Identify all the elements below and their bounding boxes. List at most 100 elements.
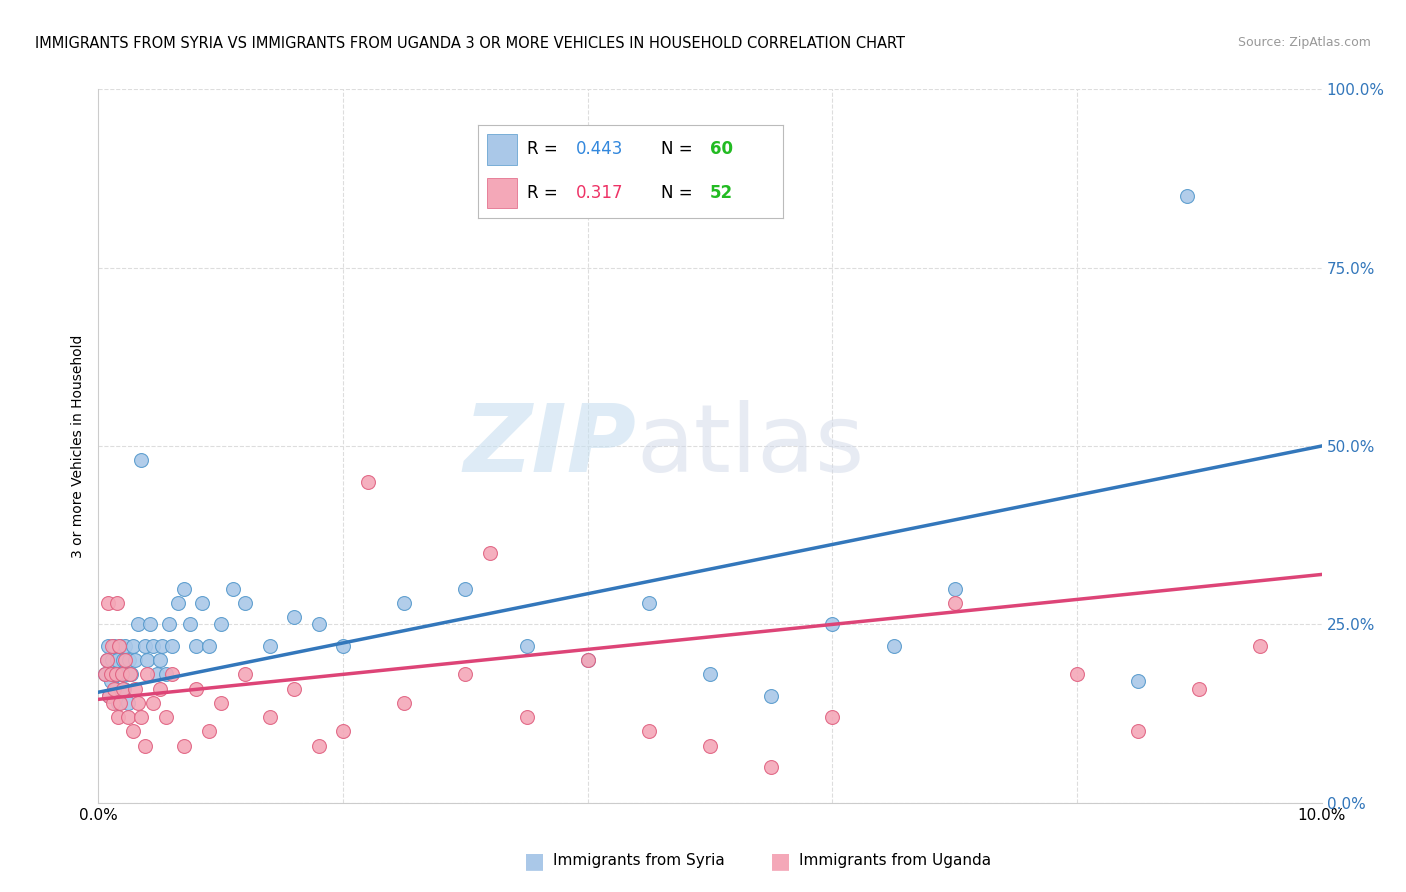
Point	[186, 639, 208, 653]
Point	[1128, 674, 1150, 689]
Point	[233, 596, 256, 610]
Point	[105, 596, 128, 610]
Point	[129, 710, 152, 724]
Point	[136, 667, 159, 681]
Point	[112, 681, 135, 696]
Point	[117, 710, 139, 724]
Point	[97, 639, 120, 653]
Point	[233, 667, 256, 681]
Point	[576, 653, 599, 667]
Point	[160, 667, 183, 681]
Point	[96, 653, 118, 667]
Point	[308, 617, 330, 632]
Point	[821, 710, 844, 724]
Point	[97, 596, 120, 610]
Point	[761, 760, 783, 774]
Text: 0.317: 0.317	[575, 184, 623, 202]
Point	[283, 610, 305, 624]
Point	[111, 667, 134, 681]
Point	[638, 724, 661, 739]
Point	[101, 653, 124, 667]
Point	[111, 653, 134, 667]
Point	[259, 639, 281, 653]
Point	[104, 667, 127, 681]
Text: ■: ■	[770, 851, 790, 871]
Point	[1128, 724, 1150, 739]
Point	[454, 582, 477, 596]
Point	[222, 582, 245, 596]
Text: R =: R =	[527, 140, 562, 158]
Point	[139, 617, 162, 632]
Text: IMMIGRANTS FROM SYRIA VS IMMIGRANTS FROM UGANDA 3 OR MORE VEHICLES IN HOUSEHOLD : IMMIGRANTS FROM SYRIA VS IMMIGRANTS FROM…	[35, 36, 905, 51]
Point	[160, 639, 183, 653]
Point	[107, 696, 129, 710]
Point	[356, 475, 378, 489]
Point	[943, 596, 966, 610]
Point	[120, 667, 142, 681]
Point	[167, 596, 190, 610]
Point	[118, 653, 141, 667]
Point	[110, 696, 132, 710]
Point	[136, 653, 159, 667]
Y-axis label: 3 or more Vehicles in Household: 3 or more Vehicles in Household	[72, 334, 86, 558]
Point	[478, 546, 501, 560]
Text: Immigrants from Uganda: Immigrants from Uganda	[799, 854, 991, 868]
Point	[114, 653, 136, 667]
Point	[101, 667, 124, 681]
Point	[576, 653, 599, 667]
Point	[150, 639, 173, 653]
Point	[761, 689, 783, 703]
Point	[197, 724, 219, 739]
Point	[699, 667, 721, 681]
Bar	[486, 178, 517, 209]
Point	[186, 681, 208, 696]
Text: N =: N =	[661, 140, 697, 158]
Point	[259, 710, 281, 724]
Point	[155, 710, 177, 724]
Point	[103, 639, 125, 653]
Point	[392, 596, 416, 610]
Point	[146, 667, 169, 681]
Point	[392, 696, 416, 710]
Point	[179, 617, 201, 632]
Point	[638, 596, 661, 610]
Point	[127, 696, 149, 710]
Point	[111, 667, 134, 681]
Point	[1175, 189, 1198, 203]
Point	[101, 696, 124, 710]
Text: 60: 60	[710, 140, 733, 158]
Point	[516, 639, 538, 653]
Point	[104, 681, 127, 696]
Text: ZIP: ZIP	[464, 400, 637, 492]
Point	[142, 696, 165, 710]
Point	[108, 667, 131, 681]
Point	[110, 639, 132, 653]
Point	[308, 739, 330, 753]
Point	[111, 681, 134, 696]
Point	[454, 667, 477, 681]
Point	[107, 710, 129, 724]
Point	[124, 653, 146, 667]
Point	[821, 617, 844, 632]
Text: Source: ZipAtlas.com: Source: ZipAtlas.com	[1237, 36, 1371, 49]
Text: Immigrants from Syria: Immigrants from Syria	[553, 854, 724, 868]
Point	[101, 639, 124, 653]
Point	[100, 674, 122, 689]
Point	[93, 667, 115, 681]
Point	[191, 596, 214, 610]
Point	[134, 739, 156, 753]
Point	[332, 639, 354, 653]
Point	[209, 696, 232, 710]
Bar	[486, 134, 517, 165]
Point	[699, 739, 721, 753]
Point	[142, 639, 165, 653]
Point	[516, 710, 538, 724]
Point	[98, 689, 121, 703]
Text: 52: 52	[710, 184, 733, 202]
Point	[134, 639, 156, 653]
Text: 0.443: 0.443	[575, 140, 623, 158]
Point	[100, 667, 122, 681]
Point	[1066, 667, 1088, 681]
Point	[124, 681, 146, 696]
Point	[1250, 639, 1272, 653]
